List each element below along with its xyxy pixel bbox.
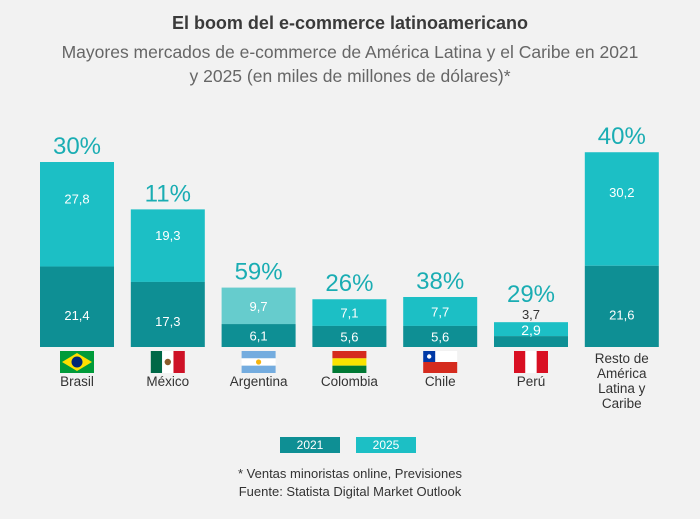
data-label-2025: 7,1 <box>340 306 358 321</box>
colombia-flag-icon <box>332 351 367 373</box>
data-label-2025: 30,2 <box>609 185 634 200</box>
bar-2025 <box>221 287 296 325</box>
legend-2025: 2025 <box>356 437 416 453</box>
growth-label: 30% <box>53 133 101 160</box>
data-label-2021: 21,4 <box>64 308 89 323</box>
data-label-2021: 5,6 <box>431 329 449 344</box>
bar-2025 <box>130 209 205 282</box>
mexico-flag-icon <box>150 351 185 373</box>
data-label-2021: 5,6 <box>340 329 358 344</box>
category-label: México <box>146 374 189 389</box>
growth-label: 26% <box>325 270 373 297</box>
category-label: Argentina <box>230 374 288 389</box>
footnote: * Ventas minoristas online, Previsiones <box>237 466 462 481</box>
category-label: Caribe <box>602 396 642 411</box>
bar-2025 <box>494 322 568 337</box>
bar-2021 <box>40 266 114 347</box>
growth-label: 59% <box>235 259 283 286</box>
growth-label: 38% <box>416 268 464 295</box>
peru-flag-icon <box>514 351 548 373</box>
bar-2021 <box>130 281 205 347</box>
chart-title: El boom del e-commerce latinoamericano <box>171 13 529 33</box>
data-label-2025: 9,7 <box>250 299 268 314</box>
chile-flag-icon <box>423 351 458 373</box>
data-label-2021: 17,3 <box>155 314 180 329</box>
data-label-2021: 6,1 <box>250 329 268 344</box>
bar-2021 <box>494 336 568 347</box>
chart-subtitle: Mayores mercados de e-commerce de Améric… <box>61 42 639 86</box>
bar-2025 <box>584 152 659 266</box>
bar-2021 <box>584 265 659 347</box>
category-label: Chile <box>425 374 456 389</box>
data-label-2025: 3,7 <box>522 307 540 322</box>
category-label: Latina y <box>598 381 646 396</box>
category-label: Colombia <box>321 374 379 389</box>
data-label-2025: 7,7 <box>431 304 449 319</box>
bar-2021 <box>312 325 387 347</box>
growth-label: 29% <box>507 281 555 308</box>
category-label: Brasil <box>60 374 94 389</box>
category-label: Resto de <box>595 351 649 366</box>
bar-2025 <box>403 296 478 326</box>
bar-2025 <box>312 299 387 326</box>
data-label-2025: 27,8 <box>64 192 89 207</box>
legend-2021: 2021 <box>280 437 340 453</box>
data-label-2021: 2,9 <box>521 322 541 338</box>
argentina-flag-icon <box>241 351 276 373</box>
category-label: Perú <box>517 374 546 389</box>
data-label-2021: 21,6 <box>609 308 634 323</box>
data-label-2025: 19,3 <box>155 228 180 243</box>
bar-2025 <box>40 162 114 267</box>
category-label: América <box>597 366 647 381</box>
growth-label: 11% <box>145 180 191 207</box>
brazil-flag-icon <box>60 351 94 373</box>
growth-label: 40% <box>598 123 646 150</box>
bar-2021 <box>221 324 296 347</box>
bar-2021 <box>403 325 478 347</box>
source-note: Fuente: Statista Digital Market Outlook <box>238 484 462 499</box>
